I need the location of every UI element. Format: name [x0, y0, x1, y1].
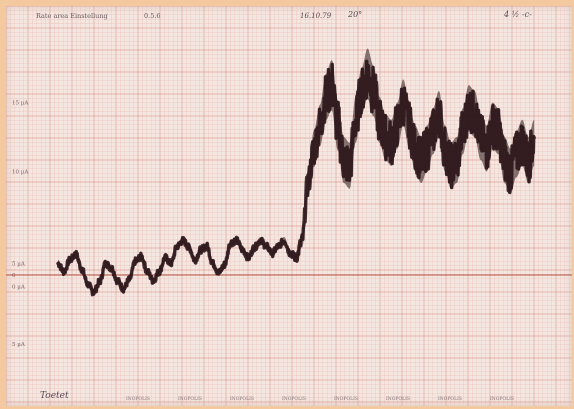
footer-stamp: INOPOLIS: [386, 396, 410, 402]
footer-stamp: INOPOLIS: [126, 396, 150, 402]
y-tick-label: 5 µA: [12, 262, 26, 268]
footer-stamps: INOPOLIS INOPOLIS INOPOLIS INOPOLIS INOPOLIS…: [126, 396, 514, 402]
series-trace: [56, 48, 536, 297]
footer-stamp: INOPOLIS: [178, 396, 202, 402]
header-note: 20°: [348, 10, 363, 19]
footer-stamp: INOPOLIS: [230, 396, 254, 402]
header-label: Rate area Einstellung: [36, 12, 108, 20]
header-code: 0.5.6: [144, 12, 161, 20]
header-date: 16.10.79: [300, 12, 332, 20]
signature: Toetet: [40, 391, 69, 401]
header-right-note: 4 ½ -c-: [504, 10, 532, 19]
y-tick-label: 0 µA: [12, 285, 26, 291]
chart-paper: 15 µA 10 µA 5 µA 0 0 µA 5 µA INOPOLIS INOPOLIS…: [6, 6, 572, 406]
y-axis-ticks: 15 µA 10 µA 5 µA 0 0 µA 5 µA: [12, 101, 29, 349]
footer-stamp: INOPOLIS: [334, 396, 358, 402]
footer-stamp: INOPOLIS: [438, 396, 462, 402]
series-band: [58, 48, 535, 296]
y-tick-label: 0: [12, 273, 16, 279]
y-tick-label: 5 µA: [12, 342, 26, 348]
footer-stamp: INOPOLIS: [490, 396, 514, 402]
footer-stamp: INOPOLIS: [282, 396, 306, 402]
y-tick-label: 10 µA: [12, 170, 29, 176]
y-tick-label: 15 µA: [12, 101, 29, 107]
grid: [6, 6, 572, 406]
